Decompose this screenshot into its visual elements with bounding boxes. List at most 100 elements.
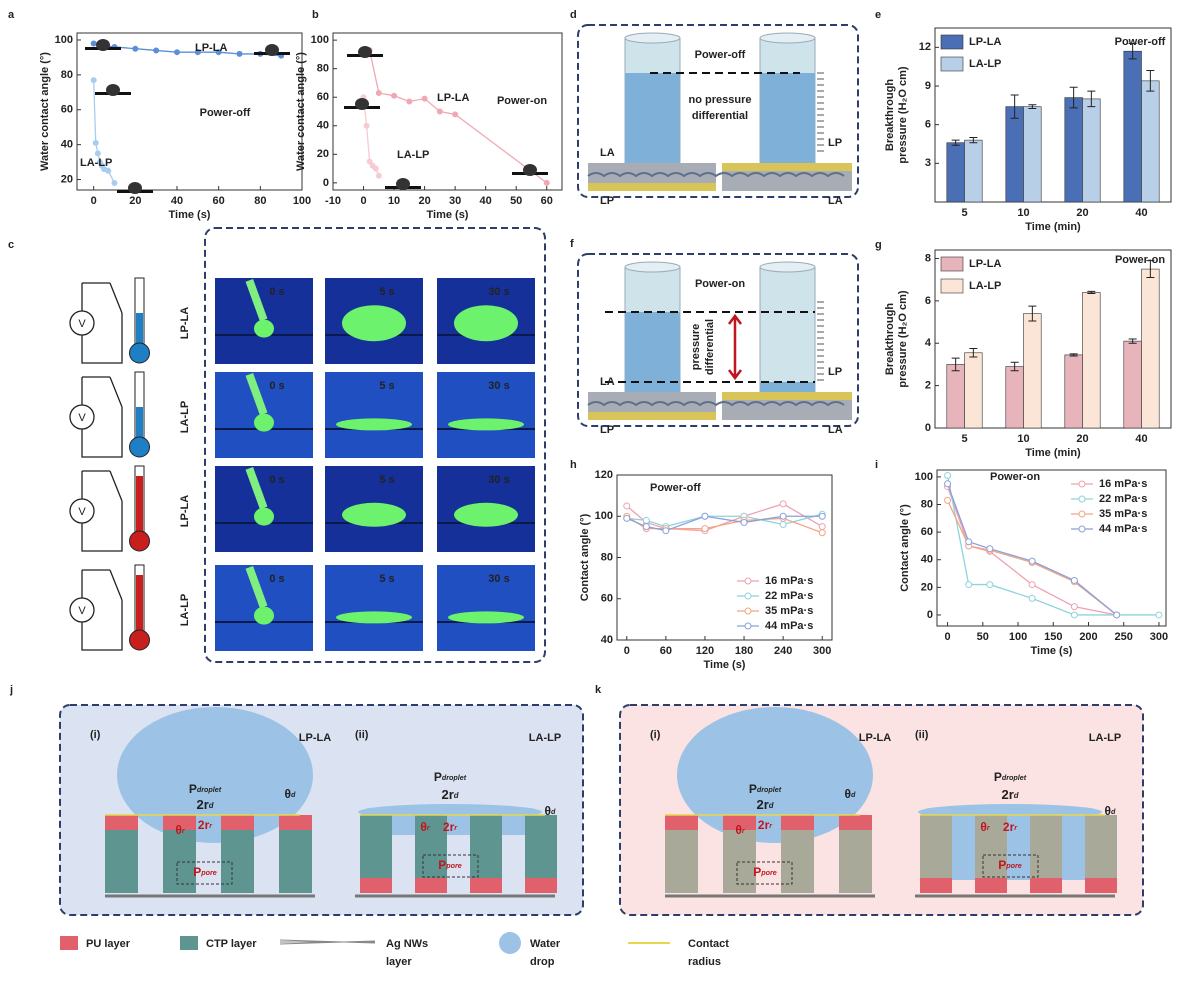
bar	[1023, 313, 1042, 429]
dashed-frame	[577, 253, 859, 427]
symbol: Pdroplet	[434, 770, 467, 784]
time-label: 0 s	[269, 286, 284, 298]
y-tick-label: 0	[323, 177, 329, 189]
droplet-icon	[265, 44, 279, 56]
cylinder-top	[759, 32, 816, 44]
legend-swatch	[940, 278, 964, 294]
x-tick-label: 180	[735, 645, 753, 657]
legend-marker	[1078, 495, 1086, 503]
thermometer-fill	[136, 575, 143, 635]
needle	[245, 279, 268, 322]
symbol: 2rd	[196, 797, 213, 812]
symbol-main: P	[753, 865, 761, 879]
data-point	[779, 500, 787, 508]
y-tick-label: 60	[601, 593, 613, 605]
error-bar	[1028, 305, 1037, 322]
data-point	[1113, 611, 1121, 619]
y-tick-label: 8	[925, 252, 931, 264]
x-tick-label: 150	[1044, 631, 1062, 643]
symbol-main: θ	[735, 823, 742, 837]
panel-label: b	[312, 9, 319, 21]
symbol-subscript: droplet	[197, 785, 222, 794]
y-axis-label: Water contact angle (°)	[295, 52, 307, 171]
x-tick-label: 50	[510, 195, 522, 207]
time-label: 5 s	[379, 474, 394, 486]
legend-text: Ag NWs	[386, 938, 428, 950]
side-label: LA	[600, 376, 615, 388]
data-point	[642, 516, 650, 524]
x-tick-label: 10	[388, 195, 400, 207]
x-tick-label: 20	[1076, 207, 1088, 219]
substrate-left-yellow	[588, 183, 716, 191]
x-tick-label: 300	[813, 645, 831, 657]
water	[760, 73, 815, 168]
dashed-frame	[204, 227, 546, 663]
symbol-subscript: r	[1014, 823, 1018, 832]
plot-frame	[76, 32, 303, 191]
y-tick-label: 4	[925, 337, 932, 349]
plot-frame	[936, 469, 1167, 627]
x-tick-label: 60	[213, 195, 225, 207]
x-tick-label: 50	[977, 631, 989, 643]
data-point	[90, 40, 97, 47]
thermometer-fill	[136, 313, 143, 348]
x-tick-label: 300	[1150, 631, 1168, 643]
wave	[587, 172, 845, 178]
legend-marker	[1078, 480, 1086, 488]
legend-marker	[1078, 525, 1086, 533]
dashed-frame	[577, 24, 859, 198]
data-point	[90, 77, 97, 84]
symbol-subscript: d	[1111, 807, 1116, 816]
data-point	[543, 179, 550, 186]
y-tick-label: 120	[595, 469, 613, 481]
y-tick-label: 80	[317, 63, 329, 75]
symbol-main: P	[998, 858, 1006, 872]
data-point	[391, 92, 398, 99]
y-axis-label: Contact angle (°)	[579, 513, 591, 601]
panel-label: j	[9, 684, 13, 696]
symbol: 2rd	[756, 797, 773, 812]
legend-text: drop	[530, 956, 555, 968]
data-point	[986, 581, 994, 589]
error-bar	[1128, 338, 1137, 344]
data-point	[1070, 611, 1078, 619]
data-point	[1028, 557, 1036, 565]
water-column	[447, 815, 470, 835]
y-tick-label: 2	[925, 380, 931, 392]
thermometer-fill	[136, 476, 143, 536]
droplet	[342, 305, 406, 342]
annotation: Power-off	[650, 482, 701, 494]
data-point	[1155, 611, 1163, 619]
pu-layer	[1030, 878, 1062, 893]
y-tick-label: 100	[595, 510, 613, 522]
y-tick-label: 60	[317, 91, 329, 103]
substrate-right-yellow	[722, 163, 852, 171]
symbol-subscript: r	[742, 826, 746, 835]
part-title: LP-LA	[859, 732, 891, 744]
bar	[1005, 366, 1024, 429]
time-label: 5 s	[379, 573, 394, 585]
symbol-main: 2r	[196, 797, 208, 812]
needle	[245, 467, 268, 510]
dashed-box	[176, 861, 233, 885]
data-point	[111, 180, 118, 187]
series-line	[626, 503, 823, 532]
part-tag: (i)	[650, 729, 661, 741]
symbol-main: 2r	[1003, 820, 1015, 834]
pu-layer	[525, 878, 557, 893]
data-point	[132, 45, 139, 52]
symbol-subscript: d	[454, 791, 459, 800]
y-tick-label: 0	[927, 609, 933, 621]
thermometer-bulb	[129, 629, 150, 651]
x-tick-label: 20	[129, 195, 141, 207]
legend-text: radius	[688, 956, 721, 968]
data-point	[701, 525, 709, 533]
legend-text: PU layer	[86, 938, 131, 950]
x-tick-label: 100	[1009, 631, 1027, 643]
side-label: LP	[828, 366, 842, 378]
time-label: 0 s	[269, 474, 284, 486]
symbol-subscript: droplet	[1002, 773, 1027, 782]
y-tick-label: 6	[925, 119, 931, 131]
droplet-icon	[523, 164, 537, 176]
panel-title: Power-off	[695, 49, 746, 61]
